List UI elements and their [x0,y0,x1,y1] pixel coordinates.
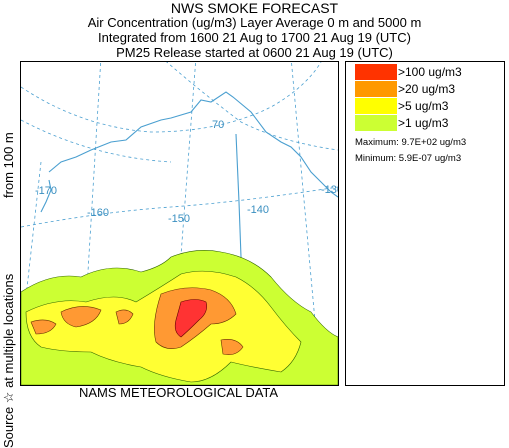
maximum-value: Maximum: 9.7E+02 ug/m3 [355,137,467,148]
legend-panel: >100 ug/m3 >20 ug/m3 >5 ug/m3 >1 ug/m3 M… [345,61,505,386]
lon-label-140: -140 [247,204,269,216]
map-canvas: -170 -160 -150 -140 -130 70 [21,62,338,385]
legend-label-gt1: >1 ug/m3 [398,116,449,130]
lon-label-170: -170 [35,185,57,197]
meteorological-data-label: NAMS METEOROLOGICAL DATA [78,385,279,400]
lon-label-150: -150 [168,213,190,225]
legend-swatch-gt20 [355,81,397,97]
lat-label-70: 70 [212,119,224,131]
lon-label-160: -160 [87,207,109,219]
legend-swatch-gt5 [355,98,397,114]
integration-period: Integrated from 1600 21 Aug to 1700 21 A… [98,30,411,45]
legend-label-gt100: >100 ug/m3 [398,65,462,79]
release-info: PM25 Release started at 0600 21 Aug 19 (… [116,45,393,60]
legend-swatch-gt1 [355,115,397,131]
legend-label-gt5: >5 ug/m3 [398,99,449,113]
concentration-description: Air Concentration (ug/m3) Layer Average … [87,15,422,30]
smoke-concentration-areas [21,250,338,385]
source-label: Source ☆ at multiple locations from 100 … [0,60,18,448]
minimum-value: Minimum: 5.9E-07 ug/m3 [355,153,462,164]
legend-label-gt20: >20 ug/m3 [398,82,456,96]
forecast-title: NWS SMOKE FORECAST [170,0,339,16]
source-locations-text: Source ☆ at multiple locations [1,273,16,448]
lon-label-130: -130 [321,184,338,196]
source-height-text: from 100 m [1,132,16,198]
legend-swatch-gt100 [355,64,397,80]
smoke-map: -170 -160 -150 -140 -130 70 [20,61,339,386]
